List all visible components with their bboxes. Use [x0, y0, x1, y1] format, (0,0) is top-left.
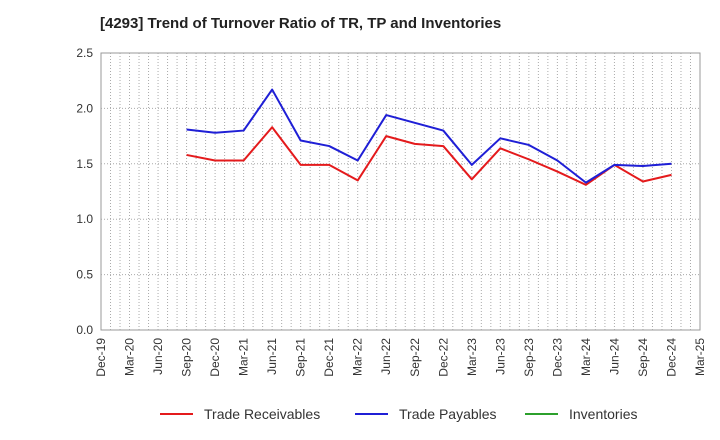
y-tick-label: 0.0 — [76, 323, 93, 337]
y-tick-label: 2.5 — [76, 46, 93, 60]
x-tick-label: Jun-22 — [379, 338, 393, 375]
x-tick-label: Dec-24 — [664, 338, 678, 377]
legend-label: Trade Receivables — [204, 406, 320, 422]
x-tick-label: Sep-24 — [636, 338, 650, 377]
x-tick-label: Mar-20 — [123, 338, 137, 376]
x-tick-label: Jun-20 — [151, 338, 165, 375]
x-tick-label: Jun-24 — [607, 338, 621, 375]
x-tick-label: Mar-22 — [351, 338, 365, 376]
legend-label: Inventories — [569, 406, 637, 422]
x-tick-label: Mar-21 — [237, 338, 251, 376]
x-tick-label: Sep-20 — [180, 338, 194, 377]
x-tick-label: Mar-23 — [465, 338, 479, 376]
x-tick-label: Dec-21 — [322, 338, 336, 377]
x-tick-label: Sep-21 — [294, 338, 308, 377]
x-tick-label: Dec-22 — [436, 338, 450, 377]
y-tick-label: 1.5 — [76, 157, 93, 171]
y-tick-label: 0.5 — [76, 268, 93, 282]
x-tick-label: Jun-21 — [265, 338, 279, 375]
x-tick-label: Sep-22 — [408, 338, 422, 377]
chart-title: [4293] Trend of Turnover Ratio of TR, TP… — [100, 15, 502, 32]
legend-label: Trade Payables — [399, 406, 497, 422]
y-tick-label: 2.0 — [76, 101, 93, 115]
y-tick-label: 1.0 — [76, 212, 93, 226]
series-line — [186, 126, 672, 186]
x-tick-label: Dec-19 — [94, 338, 108, 377]
plot-area — [100, 52, 701, 331]
x-tick-label: Sep-23 — [522, 338, 536, 377]
x-tick-label: Mar-25 — [693, 338, 707, 376]
series-line — [186, 88, 672, 184]
x-tick-label: Mar-24 — [579, 338, 593, 376]
x-tick-label: Dec-20 — [208, 338, 222, 377]
x-tick-label: Jun-23 — [493, 338, 507, 375]
x-tick-label: Dec-23 — [550, 338, 564, 377]
